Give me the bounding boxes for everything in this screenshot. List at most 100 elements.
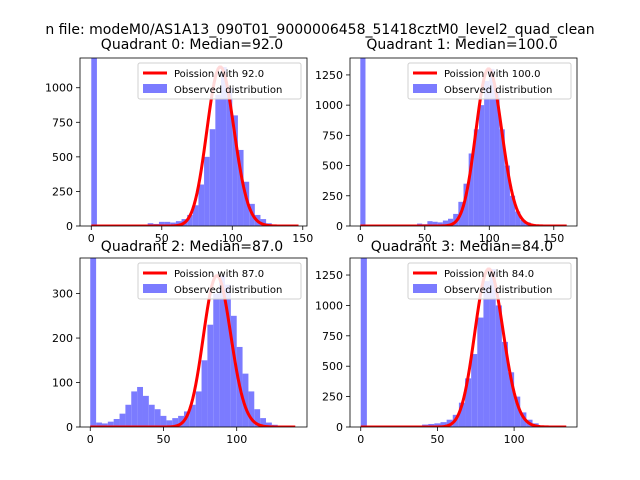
axes-frame (79, 257, 308, 428)
y-tick-label: 1250 (315, 269, 343, 282)
y-tick-label: 750 (322, 330, 343, 343)
histogram-bar (489, 268, 496, 427)
histogram-bar (201, 360, 208, 427)
x-tick-label: 100 (222, 232, 243, 245)
histogram-bar (437, 222, 443, 226)
histogram-bar (148, 404, 155, 427)
histogram-bar (499, 129, 505, 226)
poisson-curve (91, 65, 299, 226)
subplot-title: Quadrant 2: Median=87.0 (101, 239, 283, 255)
y-tick-label: 300 (52, 288, 73, 301)
plot-area (360, 58, 567, 226)
y-tick-label: 200 (52, 332, 73, 345)
histogram-bar (207, 324, 214, 427)
histogram-bar (515, 211, 521, 226)
histogram-bar (243, 181, 250, 226)
y-tick-label: 250 (52, 185, 73, 198)
plot-area (90, 258, 296, 427)
histogram-bar (101, 423, 108, 427)
legend: Poission with 87.0 Observed distribution (137, 262, 302, 300)
x-tick-label: 100 (504, 433, 525, 446)
y-tick-label: 1250 (315, 69, 343, 82)
legend-box (137, 62, 302, 100)
x-tick-label: 50 (156, 433, 170, 446)
y-tick-label: 500 (322, 360, 343, 373)
legend-curve-label: Poission with 84.0 (444, 269, 534, 280)
subplot-title: Quadrant 1: Median=100.0 (366, 37, 557, 53)
subplot-quadrant-0: 0 50 100 150 0 250 500 750 1000 Poission with 92.… (45, 37, 313, 245)
poisson-curve (360, 67, 567, 226)
legend-box (137, 262, 302, 300)
legend: Poission with 92.0 Observed distribution (137, 62, 302, 100)
legend-hist-label: Observed distribution (174, 85, 282, 96)
histogram-bar (189, 404, 196, 427)
y-tick-label: 750 (322, 129, 343, 142)
histogram-bar (520, 412, 527, 427)
subplot-title: Quadrant 0: Median=92.0 (101, 37, 283, 53)
histogram-bar (428, 423, 435, 427)
subplot-quadrant-1: 0 50 100 150 0 250 500 750 1000 1250 Poission with… (315, 37, 578, 245)
legend-hist-swatch (143, 284, 167, 293)
histogram-bar (175, 221, 182, 226)
histogram-bar (360, 58, 366, 226)
histogram-bar (507, 372, 515, 427)
histogram-bar (113, 418, 120, 427)
y-tick-label: 0 (66, 421, 73, 434)
y-tick-label: 1000 (315, 299, 343, 312)
histogram-bar (484, 80, 490, 226)
histogram-bar (489, 68, 495, 226)
histogram-bar (195, 391, 202, 427)
y-tick-label: 250 (322, 391, 343, 404)
histogram-bar (198, 184, 205, 226)
legend-box (407, 62, 572, 100)
plot-area (360, 258, 567, 427)
histogram-bar (96, 422, 102, 427)
histogram-bar (360, 258, 367, 427)
histogram-bar (458, 402, 466, 427)
legend-curve-label: Poission with 100.0 (444, 69, 540, 80)
x-tick-label: 0 (88, 232, 95, 245)
y-tick-label: 0 (336, 421, 343, 434)
histogram-bar (158, 221, 165, 226)
y-tick-label: 500 (322, 160, 343, 173)
x-tick-label: 0 (357, 232, 364, 245)
y-tick-label: 0 (66, 220, 73, 233)
y-tick-label: 1000 (45, 82, 73, 95)
x-tick-label: 150 (292, 232, 313, 245)
legend-hist-swatch (413, 84, 437, 93)
histogram-bar (242, 373, 249, 427)
legend-hist-label: Observed distribution (174, 285, 282, 296)
histogram-bar (473, 129, 479, 226)
histogram-bar (463, 183, 469, 226)
histogram-bar (520, 219, 526, 226)
histogram-bar (483, 281, 490, 427)
histogram-bar (220, 66, 227, 226)
histogram-bar (254, 409, 261, 427)
legend-hist-label: Observed distribution (444, 285, 552, 296)
histogram-bar (224, 284, 231, 427)
histogram-bar (215, 94, 221, 226)
x-tick-label: 100 (479, 232, 500, 245)
histogram-bar (468, 153, 474, 226)
poisson-curve (360, 267, 567, 427)
histogram-bar (232, 115, 238, 226)
histogram-bar (160, 415, 167, 427)
y-tick-label: 500 (52, 151, 73, 164)
subplot-title: Quadrant 3: Median=84.0 (371, 239, 553, 255)
histogram-bar (187, 214, 193, 226)
histogram-bar (209, 129, 216, 226)
legend-curve-label: Poission with 92.0 (174, 69, 264, 80)
histogram-bar (91, 58, 97, 226)
histogram-bar (178, 415, 184, 427)
histogram-bar (204, 156, 210, 226)
x-tick-label: 150 (543, 232, 564, 245)
histogram-bar (90, 258, 97, 427)
legend-hist-swatch (143, 84, 167, 93)
axes-frame (79, 57, 308, 227)
legend: Poission with 84.0 Observed distribution (407, 262, 572, 300)
histogram-bar (440, 422, 447, 427)
histogram-bar (432, 221, 438, 226)
legend-curve-label: Poission with 87.0 (174, 269, 264, 280)
histogram-bar (260, 219, 267, 226)
histogram-bar (260, 418, 266, 427)
